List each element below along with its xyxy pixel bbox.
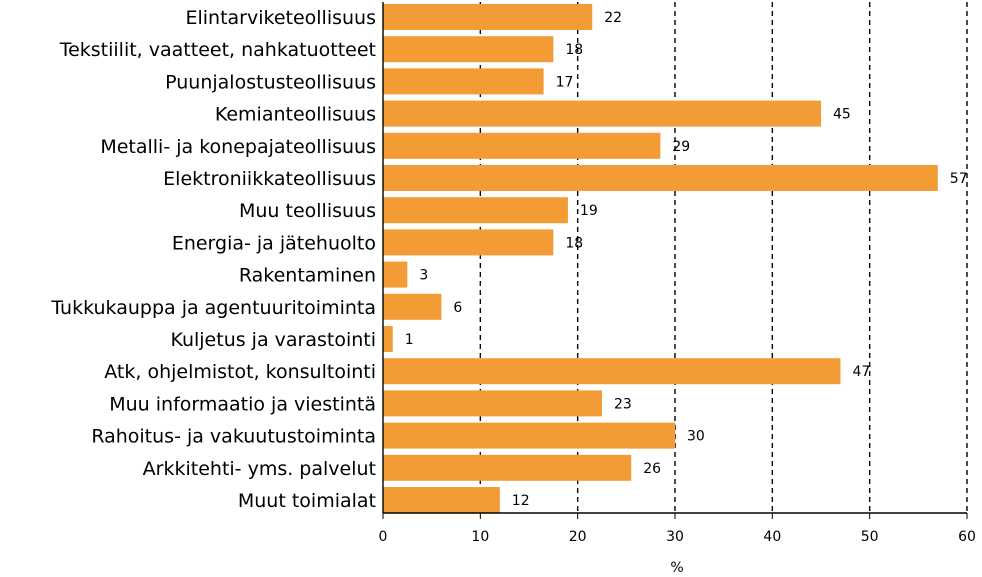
bar: [383, 165, 938, 191]
value-label: 23: [614, 396, 632, 412]
bar: [383, 197, 568, 224]
category-label: Muu teollisuus: [239, 200, 376, 222]
value-label: 18: [565, 42, 583, 58]
value-label: 3: [419, 268, 428, 284]
x-tick-label: 20: [569, 529, 587, 545]
bar: [383, 68, 544, 95]
bar: [383, 4, 593, 30]
x-tick-label: 0: [379, 529, 388, 545]
value-labels: 22 18 17 45 29 57 19 18 3 6 1 47 23 30 26 12: [405, 10, 968, 509]
x-axis-title: %: [670, 560, 683, 576]
category-label: Puunjalostusteollisuus: [165, 71, 376, 93]
value-label: 6: [453, 300, 462, 316]
x-tick-label: 40: [763, 529, 781, 545]
value-label: 22: [604, 10, 622, 26]
x-tick-labels: 0 10 20 30 40 50 60: [379, 529, 976, 545]
bars: [383, 4, 938, 513]
value-label: 12: [512, 493, 530, 509]
category-label: Rakentaminen: [239, 265, 376, 287]
bar: [383, 326, 393, 352]
value-label: 57: [950, 171, 968, 187]
category-label: Kemianteollisuus: [215, 104, 376, 126]
bar: [383, 454, 632, 481]
bar: [383, 36, 554, 63]
value-label: 26: [643, 461, 661, 477]
value-label: 30: [687, 429, 705, 445]
category-label: Elektroniikkateollisuus: [163, 168, 376, 190]
x-tick-label: 50: [861, 529, 879, 545]
bar: [383, 358, 841, 385]
bar: [383, 132, 661, 159]
value-label: 29: [672, 139, 690, 155]
category-label: Tekstiilit, vaatteet, nahkatuotteet: [59, 39, 376, 61]
bar: [383, 422, 675, 449]
category-label: Rahoitus- ja vakuutustoiminta: [91, 426, 376, 448]
bar: [383, 261, 408, 288]
value-label: 17: [556, 74, 574, 90]
category-label: Muut toimialat: [238, 490, 376, 512]
x-tick-label: 60: [958, 529, 976, 545]
category-label: Arkkitehti- yms. palvelut: [143, 458, 376, 480]
category-label: Muu informaatio ja viestintä: [109, 393, 376, 415]
value-label: 45: [833, 107, 851, 123]
bar: [383, 487, 500, 513]
bar: [383, 229, 554, 256]
value-label: 19: [580, 203, 598, 219]
x-tick-label: 30: [666, 529, 684, 545]
category-label: Tukkukauppa ja agentuuritoiminta: [50, 297, 376, 319]
bar: [383, 293, 442, 320]
axes: [382, 2, 968, 519]
category-label: Elintarviketeollisuus: [185, 7, 376, 29]
category-label: Kuljetus ja varastointi: [170, 329, 376, 351]
x-tick-label: 10: [471, 529, 489, 545]
value-label: 18: [565, 235, 583, 251]
category-labels: Elintarviketeollisuus Tekstiilit, vaattee…: [50, 7, 376, 512]
category-label: Energia- ja jätehuolto: [172, 232, 376, 254]
category-label: Atk, ohjelmistot, konsultointi: [104, 361, 376, 383]
value-label: 47: [852, 364, 870, 380]
bar: [383, 100, 821, 127]
category-label: Metalli- ja konepajateollisuus: [100, 136, 376, 158]
bar: [383, 390, 602, 417]
value-label: 1: [405, 332, 414, 348]
